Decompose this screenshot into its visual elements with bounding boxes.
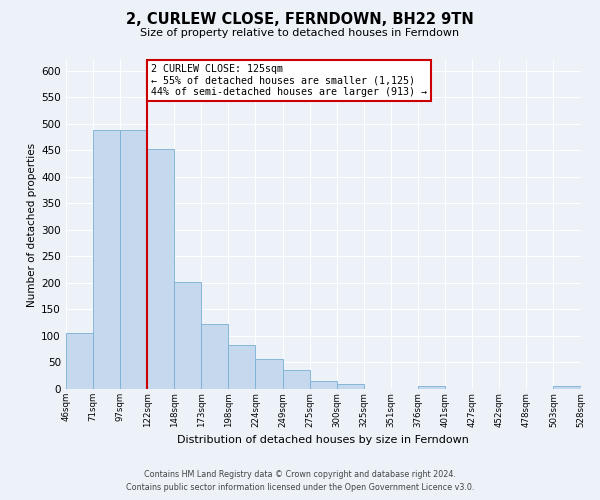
Bar [229,346,256,389]
Y-axis label: Number of detached properties: Number of detached properties [27,142,37,306]
Bar [147,149,174,389]
Text: 2, CURLEW CLOSE, FERNDOWN, BH22 9TN: 2, CURLEW CLOSE, FERNDOWN, BH22 9TN [126,12,474,28]
Bar [310,380,337,389]
Bar [93,130,120,389]
Bar [337,384,364,389]
Bar [553,386,581,389]
Text: Contains HM Land Registry data © Crown copyright and database right 2024.
Contai: Contains HM Land Registry data © Crown c… [126,470,474,492]
X-axis label: Distribution of detached houses by size in Ferndown: Distribution of detached houses by size … [177,435,469,445]
Bar [120,130,147,389]
Bar [256,359,283,389]
Bar [283,370,310,389]
Text: 2 CURLEW CLOSE: 125sqm
← 55% of detached houses are smaller (1,125)
44% of semi-: 2 CURLEW CLOSE: 125sqm ← 55% of detached… [151,64,427,98]
Bar [418,386,445,389]
Bar [174,282,201,389]
Bar [66,334,93,389]
Text: Size of property relative to detached houses in Ferndown: Size of property relative to detached ho… [140,28,460,38]
Bar [201,324,229,389]
